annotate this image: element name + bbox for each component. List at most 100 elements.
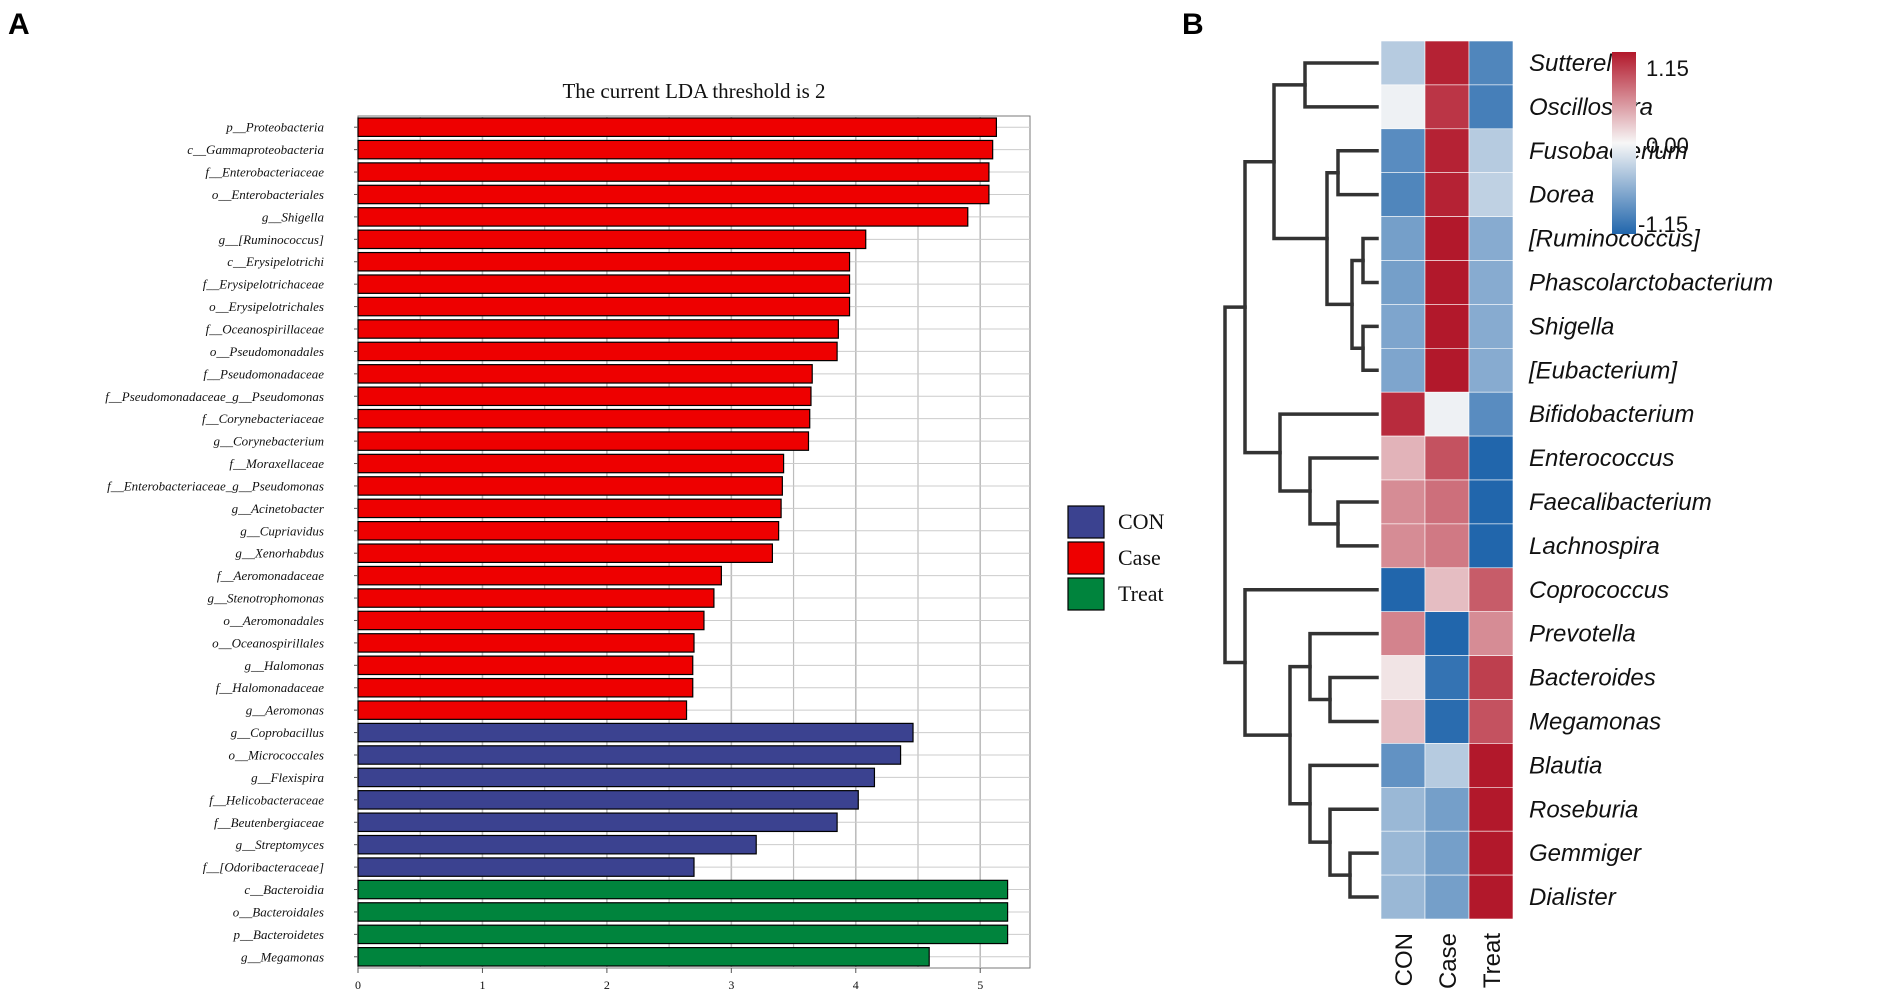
- bar: [357, 834, 757, 855]
- bar: [357, 633, 695, 653]
- legend-swatch: [1067, 541, 1105, 575]
- bar: [357, 341, 838, 362]
- bar-label: p__Proteobacteria: [225, 120, 324, 135]
- heatmap-cell: [1468, 40, 1514, 86]
- heatmap-cell: [1424, 611, 1470, 656]
- heatmap-cell: [1380, 40, 1426, 86]
- dendrogram-link: [1308, 631, 1379, 702]
- heatmap-cell: [1380, 304, 1426, 349]
- heatmap-cell: [1424, 699, 1470, 744]
- colorbar-min-label: -1.15: [1638, 212, 1688, 237]
- heatmap-cell: [1468, 84, 1514, 130]
- bar: [357, 364, 813, 384]
- column-label: Treat: [1479, 933, 1506, 988]
- bar-label: g__Flexispira: [251, 770, 324, 785]
- heatmap-cell: [1424, 40, 1470, 86]
- dendrogram-link: [1361, 324, 1379, 372]
- x-tick-label: 5: [977, 978, 983, 992]
- dendrogram-link: [1336, 500, 1379, 548]
- dendrogram-link: [1328, 807, 1379, 877]
- heatmap-cell: [1468, 830, 1514, 876]
- row-label: Bifidobacterium: [1529, 401, 1694, 428]
- bar: [357, 902, 1009, 922]
- bar: [357, 565, 722, 586]
- heatmap-cell: [1380, 391, 1426, 437]
- column-label: Case: [1435, 933, 1462, 989]
- bar: [357, 431, 810, 451]
- x-tick-label: 0: [355, 978, 361, 992]
- bar-label: g__Acinetobacter: [232, 501, 325, 516]
- heatmap-cell: [1468, 655, 1514, 700]
- bar: [357, 520, 780, 541]
- x-tick-label: 4: [853, 978, 859, 992]
- heatmap-cell: [1380, 830, 1426, 876]
- dendrogram-link: [1336, 149, 1379, 197]
- heatmap-cell: [1468, 699, 1514, 744]
- bar: [357, 476, 783, 496]
- heatmap-cell: [1468, 304, 1514, 349]
- column-label: CON: [1391, 933, 1418, 986]
- bar: [357, 543, 773, 564]
- dendrogram-link: [1348, 851, 1379, 899]
- bar-label: o__Aeromonadales: [223, 613, 324, 628]
- heatmap-cell: [1468, 216, 1514, 261]
- heatmap-cell: [1468, 391, 1514, 437]
- dendrogram-link: [1361, 236, 1379, 285]
- dendrogram-link: [1328, 675, 1379, 724]
- bar-label: f__[Odoribacteraceae]: [203, 860, 324, 875]
- bar: [357, 924, 1009, 945]
- heatmap-cell: [1424, 567, 1470, 612]
- bar-label: f__Oceanospirillaceae: [206, 322, 325, 337]
- heatmap-cell: [1380, 347, 1426, 393]
- heatmap-cell: [1468, 479, 1514, 525]
- bar: [357, 588, 715, 608]
- heatmap-cell: [1424, 347, 1470, 393]
- bar-label: o__Oceanospirillales: [212, 635, 324, 650]
- bar: [357, 296, 851, 317]
- bar: [357, 745, 902, 765]
- dendrogram-link: [1308, 456, 1379, 526]
- bar: [357, 453, 785, 474]
- heatmap-cell: [1380, 567, 1426, 612]
- heatmap-cell: [1468, 874, 1514, 920]
- bar: [357, 319, 839, 339]
- bar-label: g__Stenotrophomonas: [207, 591, 324, 606]
- row-label: Shigella: [1529, 313, 1614, 340]
- heatmap-cell: [1380, 523, 1426, 569]
- heatmap-cell: [1424, 479, 1470, 525]
- heatmap-cell: [1424, 874, 1470, 920]
- row-label: Coprococcus: [1529, 577, 1669, 604]
- heatmap-cell: [1380, 435, 1426, 481]
- row-label: Phascolarctobacterium: [1529, 269, 1773, 296]
- bar-label: f__Aeromonadaceae: [217, 568, 324, 583]
- heatmap-cell: [1380, 260, 1426, 305]
- bar-label: p__Bacteroidetes: [233, 927, 325, 942]
- bar: [357, 879, 1009, 900]
- heatmap-cell: [1468, 523, 1514, 569]
- dendrogram-link: [1278, 412, 1379, 493]
- heatmap-cell: [1468, 128, 1514, 174]
- heatmap-cell: [1424, 830, 1470, 876]
- bar-label: g__Shigella: [262, 209, 325, 224]
- bar-label: f__Pseudomonadaceae_g__Pseudomonas: [105, 389, 324, 404]
- bar: [357, 767, 876, 788]
- heatmap-cell: [1424, 786, 1470, 832]
- heatmap-cell: [1424, 523, 1470, 569]
- bar-label: c__Erysipelotrichi: [227, 254, 324, 269]
- heatmap-cell: [1424, 260, 1470, 305]
- heatmap-chart: SutterellaOscillospiraFusobacteriumDorea…: [1223, 40, 1773, 989]
- bar-label: f__Erysipelotrichaceae: [203, 277, 325, 292]
- heatmap-cell: [1380, 743, 1426, 788]
- heatmap-cell: [1424, 216, 1470, 261]
- colorbar-mid-label: 0.00: [1646, 133, 1689, 158]
- x-tick-label: 1: [479, 978, 485, 992]
- bar-label: f__Halomonadaceae: [216, 680, 325, 695]
- heatmap-cell: [1380, 216, 1426, 261]
- heatmap-cell: [1468, 435, 1514, 481]
- bar: [357, 207, 969, 227]
- bar-label: g__Xenorhabdus: [235, 546, 324, 561]
- bar-label: g__Corynebacterium: [214, 434, 324, 449]
- dendrogram-link: [1288, 664, 1312, 806]
- bar-label: f__Helicobacteraceae: [209, 792, 324, 807]
- heatmap-cell: [1424, 304, 1470, 349]
